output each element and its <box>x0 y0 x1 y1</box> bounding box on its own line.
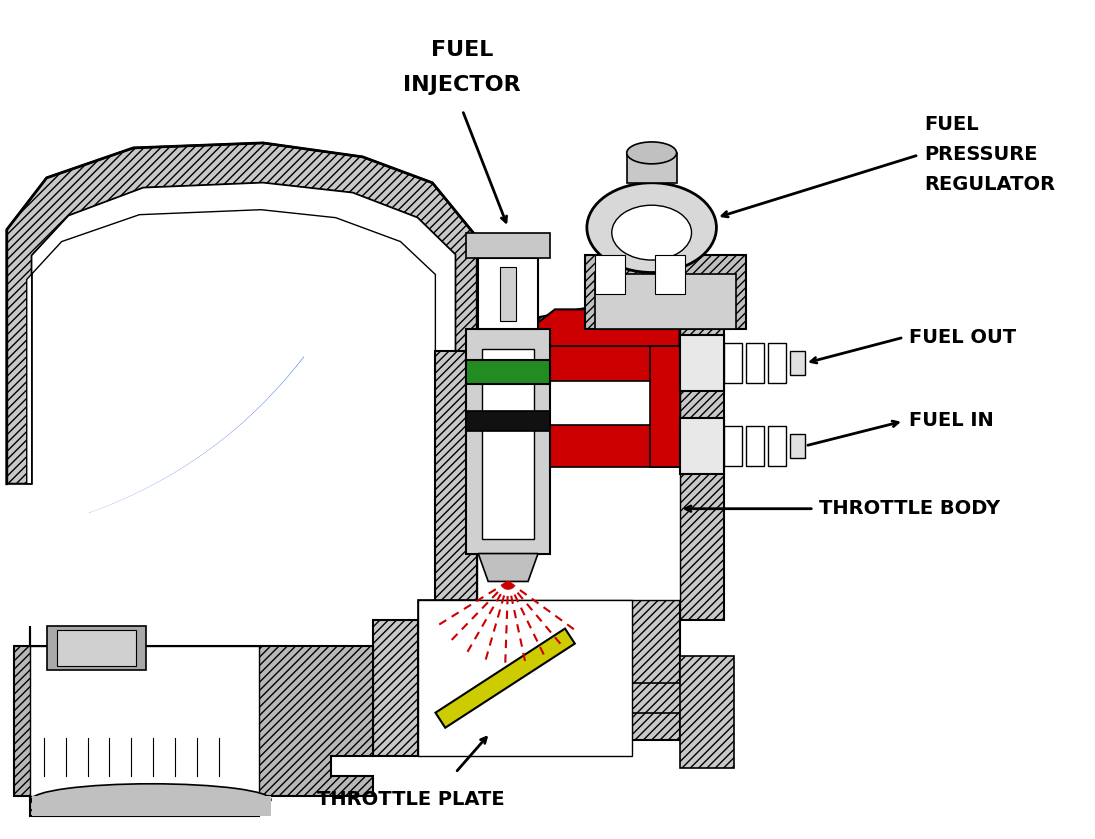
Bar <box>30 646 258 795</box>
Bar <box>725 426 742 466</box>
Polygon shape <box>7 143 477 484</box>
Bar <box>791 434 805 458</box>
Polygon shape <box>436 352 477 620</box>
Polygon shape <box>477 289 680 352</box>
Ellipse shape <box>32 784 270 816</box>
Bar <box>626 153 677 183</box>
Bar <box>479 258 538 329</box>
Text: INJECTOR: INJECTOR <box>403 76 521 95</box>
Bar <box>477 329 680 601</box>
Bar <box>595 254 625 294</box>
Text: FUEL: FUEL <box>431 40 494 60</box>
Bar <box>769 426 786 466</box>
Polygon shape <box>57 630 137 666</box>
Text: THROTTLE PLATE: THROTTLE PLATE <box>316 790 505 810</box>
Ellipse shape <box>626 142 677 164</box>
Bar <box>32 795 270 816</box>
Bar <box>418 601 632 756</box>
Bar <box>680 336 725 391</box>
Bar <box>655 254 684 294</box>
Text: PRESSURE: PRESSURE <box>924 145 1037 164</box>
Polygon shape <box>14 626 372 816</box>
Polygon shape <box>436 628 575 727</box>
Bar <box>769 343 786 383</box>
Bar <box>526 347 680 381</box>
Bar <box>747 426 764 466</box>
Text: FUEL: FUEL <box>924 116 978 134</box>
Bar <box>466 232 550 258</box>
Polygon shape <box>632 601 680 740</box>
Polygon shape <box>418 601 477 620</box>
Text: AIR FLOW: AIR FLOW <box>145 341 267 362</box>
Bar <box>585 254 747 329</box>
Bar <box>680 418 725 474</box>
Bar <box>595 274 736 329</box>
Text: REGULATOR: REGULATOR <box>924 175 1054 195</box>
Ellipse shape <box>612 206 692 260</box>
Bar <box>747 343 764 383</box>
Bar <box>466 360 550 384</box>
Text: FUEL OUT: FUEL OUT <box>909 328 1016 347</box>
Polygon shape <box>47 626 147 670</box>
Polygon shape <box>680 656 735 768</box>
Text: THROTTLE BODY: THROTTLE BODY <box>819 499 1000 519</box>
Polygon shape <box>479 554 538 581</box>
Polygon shape <box>510 310 680 381</box>
Polygon shape <box>632 683 704 713</box>
Polygon shape <box>372 620 418 756</box>
Bar <box>500 267 516 321</box>
Bar <box>791 352 805 375</box>
Bar <box>466 329 550 554</box>
Bar <box>725 343 742 383</box>
Bar <box>466 411 550 431</box>
Text: FUEL IN: FUEL IN <box>909 411 993 430</box>
Bar <box>649 347 680 466</box>
Polygon shape <box>26 183 456 484</box>
Bar <box>482 349 534 539</box>
FancyArrowPatch shape <box>89 357 304 513</box>
Polygon shape <box>680 289 725 620</box>
Bar <box>510 425 680 466</box>
Polygon shape <box>477 601 680 620</box>
Ellipse shape <box>587 183 716 273</box>
